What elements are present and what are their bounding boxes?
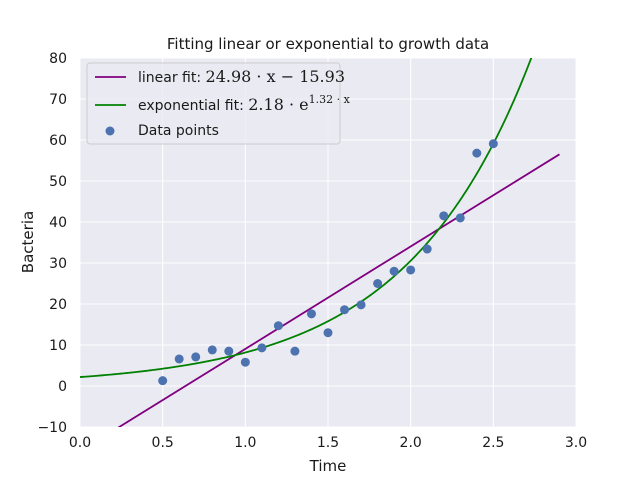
y-tick-label: 30 — [49, 256, 67, 272]
legend-exponential-label: exponential fit: 2.18 · e1.32 · x — [138, 93, 351, 114]
x-tick-label: 0.0 — [69, 435, 91, 451]
legend-exponential-formula-exponent: 1.32 · x — [309, 93, 351, 106]
legend: linear fit: 24.98 · x − 15.93 exponentia… — [86, 62, 351, 145]
data-point — [306, 309, 316, 319]
y-tick-label: 20 — [49, 297, 67, 313]
legend-exponential-prefix: exponential fit: — [138, 98, 248, 114]
y-tick-label: 50 — [49, 174, 67, 190]
legend-linear-label: linear fit: 24.98 · x − 15.93 — [138, 67, 345, 86]
y-tick-label: 80 — [49, 51, 67, 67]
legend-data-label: Data points — [138, 123, 219, 139]
data-point — [191, 352, 201, 362]
data-point — [323, 328, 333, 338]
x-tick-label: 2.0 — [400, 435, 422, 451]
tick-labels: 0.0 0.5 1.0 1.5 2.0 2.5 3.0 −10 0 10 20 30 40 50 60 70 8… — [37, 51, 587, 451]
y-tick-label: 70 — [49, 92, 67, 108]
x-tick-label: 1.0 — [234, 435, 256, 451]
data-point — [389, 266, 399, 276]
legend-box — [86, 62, 341, 145]
data-point — [340, 305, 350, 315]
data-point — [356, 300, 366, 310]
data-point — [472, 148, 482, 158]
x-axis-label: Time — [309, 457, 347, 475]
data-point — [207, 345, 217, 355]
y-tick-label: 0 — [58, 379, 67, 395]
legend-linear-prefix: linear fit: — [138, 70, 206, 86]
x-tick-label: 2.5 — [482, 435, 504, 451]
data-point — [240, 357, 250, 367]
exponential-fit-line — [80, 58, 533, 378]
data-point — [158, 376, 168, 386]
y-tick-label: 60 — [49, 133, 67, 149]
linear-fit-line — [117, 153, 560, 427]
data-point — [224, 346, 234, 356]
legend-data-swatch — [105, 126, 115, 136]
data-point — [406, 265, 416, 275]
data-point — [455, 213, 465, 223]
data-point — [290, 346, 300, 356]
data-point — [273, 321, 283, 331]
data-point — [439, 211, 449, 221]
data-point — [373, 279, 383, 288]
data-points — [158, 139, 498, 386]
y-tick-label: 40 — [49, 215, 67, 231]
data-point — [488, 139, 498, 149]
data-point — [257, 343, 267, 353]
y-axis-label: Bacteria — [19, 211, 37, 273]
data-point — [422, 244, 432, 254]
x-tick-label: 1.5 — [317, 435, 339, 451]
legend-exponential-formula-base: 2.18 · e — [248, 95, 308, 114]
x-tick-label: 3.0 — [565, 435, 587, 451]
x-tick-label: 0.5 — [152, 435, 174, 451]
legend-linear-formula: 24.98 · x − 15.93 — [206, 67, 345, 86]
chart-title: Fitting linear or exponential to growth … — [167, 35, 489, 53]
data-point — [174, 354, 184, 364]
y-tick-label: 10 — [49, 338, 67, 354]
y-tick-label: −10 — [37, 420, 67, 436]
